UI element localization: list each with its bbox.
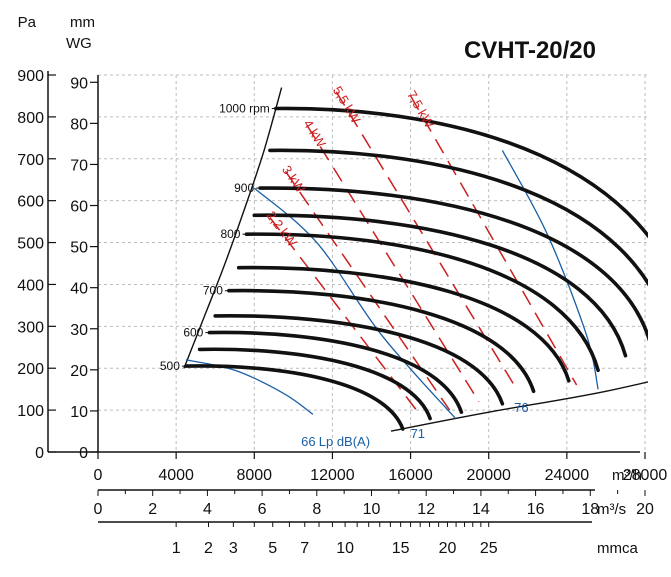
m3h-unit-label: m³/h: [612, 467, 642, 484]
power-line: [306, 124, 480, 403]
noise-line: [253, 187, 456, 419]
wg-unit-label-wg: WG: [66, 35, 92, 52]
pressure-unit-label: Pa: [18, 14, 37, 31]
pa-tick-label: 300: [17, 319, 44, 336]
noise-label-71: 71: [411, 426, 425, 441]
noise-line: [185, 359, 314, 415]
fan-curves: [184, 106, 648, 431]
mmca-tick-label: 25: [480, 540, 498, 557]
mmca-tick-label: 15: [392, 540, 410, 557]
mmca-unit-label: mmca: [597, 540, 638, 557]
m3s-tick-label: 6: [258, 501, 267, 518]
speed-label: 600: [183, 326, 203, 340]
fan-curve: [197, 347, 432, 421]
wg-tick-label: 40: [70, 281, 88, 298]
fan-curve: [227, 288, 536, 394]
pa-tick-label: 100: [17, 403, 44, 420]
pressure-axes: 0 100 200 300 400 500 600 700 800 900 0 10 20 30 40 50 6…: [17, 68, 98, 462]
m3h-tick-label: 12000: [310, 467, 355, 484]
m3h-tick-label: 24000: [545, 467, 590, 484]
m3s-tick-label: 8: [312, 501, 321, 518]
mmca-tick-label: 1: [172, 540, 181, 557]
wg-tick-label: 30: [70, 322, 88, 339]
m3h-tick-label: 16000: [388, 467, 433, 484]
m3s-tick-label: 14: [472, 501, 490, 518]
m3s-unit-label: m³/s: [597, 501, 626, 518]
pa-tick-label: 200: [17, 361, 44, 378]
fan-curve: [268, 148, 648, 287]
pa-tick-label: 0: [35, 445, 44, 462]
fan-curve: [213, 314, 505, 406]
m3s-tick-label: 18: [581, 501, 599, 518]
wg-tick-label: 20: [70, 363, 88, 380]
speed-label: 900: [234, 181, 254, 195]
mmca-tick-label: 7: [300, 540, 309, 557]
fan-curve: [207, 330, 464, 414]
noise-label-76: 76: [514, 400, 528, 415]
pa-tick-label: 400: [17, 277, 44, 294]
mmca-tick-label: 2: [204, 540, 213, 557]
m3s-tick-label: 20: [636, 501, 654, 518]
m3s-tick-label: 12: [417, 501, 435, 518]
m3h-tick-label: 4000: [158, 467, 194, 484]
fan-curve: [252, 213, 628, 358]
chart-title: CVHT-20/20: [464, 37, 596, 64]
noise-label-66: 66: [301, 434, 315, 449]
m3h-tick-label: 20000: [466, 467, 511, 484]
wg-tick-label: 10: [70, 404, 88, 421]
power-line-label: 7,5 kW: [404, 88, 438, 131]
m3s-tick-label: 2: [148, 501, 157, 518]
fan-curve: [236, 265, 571, 383]
wg-unit-label-mm: mm: [70, 14, 95, 31]
fan-curve: [258, 186, 648, 343]
operating-boundaries: [183, 87, 648, 432]
m3h-tick-label: 8000: [236, 467, 272, 484]
mmca-tick-label: 3: [229, 540, 238, 557]
system-limit-curve: [183, 87, 283, 369]
max-flow-boundary: [390, 381, 648, 432]
wg-tick-label: 60: [70, 199, 88, 216]
speed-label: 1000 rpm: [219, 102, 270, 116]
wg-tick-label: 0: [79, 445, 88, 462]
wg-tick-label: 50: [70, 240, 88, 257]
pa-tick-label: 500: [17, 236, 44, 253]
noise-label-lp-dba: Lp dB(A): [319, 434, 370, 449]
m3s-tick-label: 0: [94, 501, 103, 518]
mmca-tick-label: 20: [439, 540, 457, 557]
fan-curve: [274, 106, 648, 239]
pa-tick-label: 600: [17, 194, 44, 211]
power-line: [409, 95, 578, 386]
mmca-tick-label: 10: [336, 540, 354, 557]
power-line: [269, 216, 417, 411]
m3h-tick-label: 28000: [623, 467, 668, 484]
m3s-tick-label: 16: [527, 501, 545, 518]
fan-curve: [244, 232, 600, 373]
speed-label: 500: [160, 359, 180, 373]
pa-tick-label: 800: [17, 110, 44, 127]
wg-tick-label: 70: [70, 157, 88, 174]
wg-tick-label: 80: [70, 116, 88, 133]
m3h-tick-label: 0: [94, 467, 103, 484]
pa-tick-label: 700: [17, 152, 44, 169]
noise-line: [501, 150, 599, 390]
power-line-label: 4 kW: [300, 117, 329, 151]
speed-label: 800: [220, 227, 240, 241]
m3s-tick-label: 10: [363, 501, 381, 518]
m3s-tick-label: 4: [203, 501, 212, 518]
noise-lines: [185, 150, 599, 419]
speed-label: 700: [203, 284, 223, 298]
power-line-label: 5,5 kW: [330, 84, 364, 127]
mmca-tick-label: 5: [268, 540, 277, 557]
wg-tick-label: 90: [70, 75, 88, 92]
fan-curve: [184, 364, 405, 431]
power-line-label: 3 kW: [279, 163, 309, 197]
pa-tick-label: 900: [17, 68, 44, 85]
